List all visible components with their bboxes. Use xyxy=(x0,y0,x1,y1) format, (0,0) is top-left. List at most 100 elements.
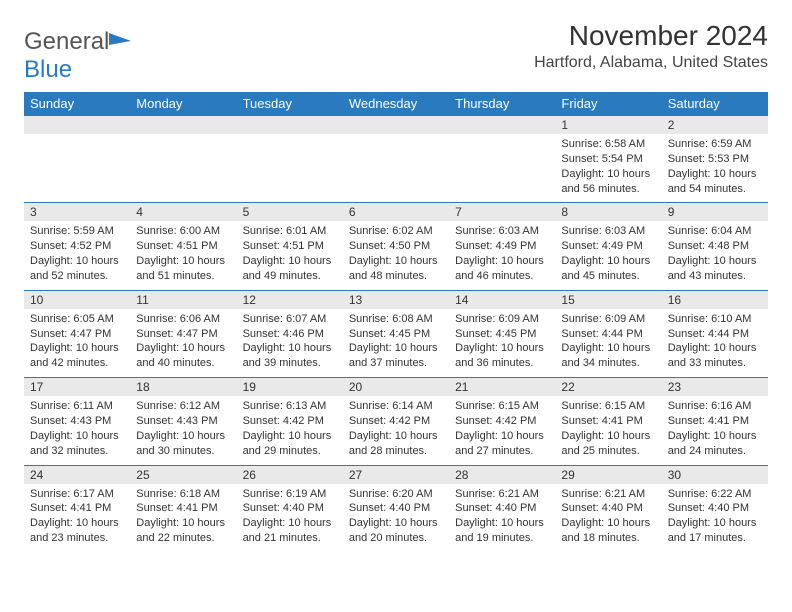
sunset-text: Sunset: 4:52 PM xyxy=(30,239,124,254)
sunset-text: Sunset: 4:41 PM xyxy=(136,501,230,516)
sunrise-text: Sunrise: 6:20 AM xyxy=(349,487,443,502)
daylight-text: Daylight: 10 hours and 20 minutes. xyxy=(349,516,443,546)
sunrise-text: Sunrise: 6:10 AM xyxy=(668,312,762,327)
sunset-text: Sunset: 4:42 PM xyxy=(455,414,549,429)
day-info: Sunrise: 6:15 AMSunset: 4:41 PMDaylight:… xyxy=(555,396,661,465)
day-header: Thursday xyxy=(449,92,555,116)
daylight-text: Daylight: 10 hours and 21 minutes. xyxy=(243,516,337,546)
sunset-text: Sunset: 4:45 PM xyxy=(455,327,549,342)
sunrise-text: Sunrise: 5:59 AM xyxy=(30,224,124,239)
day-number: 5 xyxy=(237,203,343,222)
day-info: Sunrise: 6:13 AMSunset: 4:42 PMDaylight:… xyxy=(237,396,343,465)
day-number xyxy=(237,116,343,135)
day-info: Sunrise: 6:21 AMSunset: 4:40 PMDaylight:… xyxy=(555,484,661,552)
day-number: 10 xyxy=(24,290,130,309)
sunrise-text: Sunrise: 6:05 AM xyxy=(30,312,124,327)
calendar-table: Sunday Monday Tuesday Wednesday Thursday… xyxy=(24,92,768,552)
day-number: 27 xyxy=(343,465,449,484)
sunrise-text: Sunrise: 6:21 AM xyxy=(455,487,549,502)
sunrise-text: Sunrise: 6:22 AM xyxy=(668,487,762,502)
day-info xyxy=(449,134,555,203)
sunrise-text: Sunrise: 6:09 AM xyxy=(561,312,655,327)
day-info: Sunrise: 6:06 AMSunset: 4:47 PMDaylight:… xyxy=(130,309,236,378)
sunset-text: Sunset: 4:42 PM xyxy=(349,414,443,429)
day-info: Sunrise: 6:09 AMSunset: 4:45 PMDaylight:… xyxy=(449,309,555,378)
day-number: 16 xyxy=(662,290,768,309)
sunrise-text: Sunrise: 6:11 AM xyxy=(30,399,124,414)
sunrise-text: Sunrise: 6:07 AM xyxy=(243,312,337,327)
sunrise-text: Sunrise: 6:59 AM xyxy=(668,137,762,152)
day-header: Friday xyxy=(555,92,661,116)
daylight-text: Daylight: 10 hours and 39 minutes. xyxy=(243,341,337,371)
day-number: 19 xyxy=(237,378,343,397)
daylight-text: Daylight: 10 hours and 23 minutes. xyxy=(30,516,124,546)
daylight-text: Daylight: 10 hours and 30 minutes. xyxy=(136,429,230,459)
daylight-text: Daylight: 10 hours and 46 minutes. xyxy=(455,254,549,284)
daylight-text: Daylight: 10 hours and 17 minutes. xyxy=(668,516,762,546)
sunset-text: Sunset: 4:46 PM xyxy=(243,327,337,342)
day-info: Sunrise: 6:02 AMSunset: 4:50 PMDaylight:… xyxy=(343,221,449,290)
day-number: 12 xyxy=(237,290,343,309)
sunset-text: Sunset: 4:41 PM xyxy=(30,501,124,516)
sunset-text: Sunset: 4:40 PM xyxy=(243,501,337,516)
daynum-row: 17181920212223 xyxy=(24,378,768,397)
day-info: Sunrise: 6:08 AMSunset: 4:45 PMDaylight:… xyxy=(343,309,449,378)
sunset-text: Sunset: 5:54 PM xyxy=(561,152,655,167)
day-number: 14 xyxy=(449,290,555,309)
day-number: 3 xyxy=(24,203,130,222)
brand-word2: Blue xyxy=(24,56,72,83)
sunset-text: Sunset: 4:43 PM xyxy=(136,414,230,429)
day-number xyxy=(449,116,555,135)
sunrise-text: Sunrise: 6:02 AM xyxy=(349,224,443,239)
sunrise-text: Sunrise: 6:03 AM xyxy=(455,224,549,239)
day-number: 15 xyxy=(555,290,661,309)
sunset-text: Sunset: 4:40 PM xyxy=(561,501,655,516)
sunset-text: Sunset: 4:48 PM xyxy=(668,239,762,254)
sunset-text: Sunset: 4:47 PM xyxy=(136,327,230,342)
daynum-row: 24252627282930 xyxy=(24,465,768,484)
day-header-row: Sunday Monday Tuesday Wednesday Thursday… xyxy=(24,92,768,116)
location-text: Hartford, Alabama, United States xyxy=(534,54,768,72)
day-number: 23 xyxy=(662,378,768,397)
sunset-text: Sunset: 4:49 PM xyxy=(561,239,655,254)
day-number: 8 xyxy=(555,203,661,222)
day-info xyxy=(130,134,236,203)
day-number: 6 xyxy=(343,203,449,222)
sunrise-text: Sunrise: 6:19 AM xyxy=(243,487,337,502)
sunset-text: Sunset: 4:40 PM xyxy=(668,501,762,516)
day-info xyxy=(237,134,343,203)
day-number: 29 xyxy=(555,465,661,484)
daynum-row: 10111213141516 xyxy=(24,290,768,309)
day-info xyxy=(24,134,130,203)
day-info: Sunrise: 5:59 AMSunset: 4:52 PMDaylight:… xyxy=(24,221,130,290)
day-info: Sunrise: 6:03 AMSunset: 4:49 PMDaylight:… xyxy=(449,221,555,290)
info-row: Sunrise: 6:11 AMSunset: 4:43 PMDaylight:… xyxy=(24,396,768,465)
day-info: Sunrise: 6:12 AMSunset: 4:43 PMDaylight:… xyxy=(130,396,236,465)
day-number: 11 xyxy=(130,290,236,309)
daylight-text: Daylight: 10 hours and 32 minutes. xyxy=(30,429,124,459)
day-info: Sunrise: 6:15 AMSunset: 4:42 PMDaylight:… xyxy=(449,396,555,465)
daylight-text: Daylight: 10 hours and 40 minutes. xyxy=(136,341,230,371)
daylight-text: Daylight: 10 hours and 29 minutes. xyxy=(243,429,337,459)
sunrise-text: Sunrise: 6:09 AM xyxy=(455,312,549,327)
sunrise-text: Sunrise: 6:13 AM xyxy=(243,399,337,414)
sunset-text: Sunset: 4:44 PM xyxy=(668,327,762,342)
daylight-text: Daylight: 10 hours and 49 minutes. xyxy=(243,254,337,284)
sunset-text: Sunset: 5:53 PM xyxy=(668,152,762,167)
day-info: Sunrise: 6:16 AMSunset: 4:41 PMDaylight:… xyxy=(662,396,768,465)
day-number: 28 xyxy=(449,465,555,484)
sunrise-text: Sunrise: 6:12 AM xyxy=(136,399,230,414)
day-number xyxy=(343,116,449,135)
sunrise-text: Sunrise: 6:03 AM xyxy=(561,224,655,239)
day-info xyxy=(343,134,449,203)
sunset-text: Sunset: 4:42 PM xyxy=(243,414,337,429)
info-row: Sunrise: 6:58 AMSunset: 5:54 PMDaylight:… xyxy=(24,134,768,203)
day-info: Sunrise: 6:21 AMSunset: 4:40 PMDaylight:… xyxy=(449,484,555,552)
sunrise-text: Sunrise: 6:06 AM xyxy=(136,312,230,327)
sunrise-text: Sunrise: 6:01 AM xyxy=(243,224,337,239)
sunrise-text: Sunrise: 6:14 AM xyxy=(349,399,443,414)
day-number: 22 xyxy=(555,378,661,397)
daylight-text: Daylight: 10 hours and 45 minutes. xyxy=(561,254,655,284)
month-title: November 2024 xyxy=(534,20,768,52)
day-number: 25 xyxy=(130,465,236,484)
